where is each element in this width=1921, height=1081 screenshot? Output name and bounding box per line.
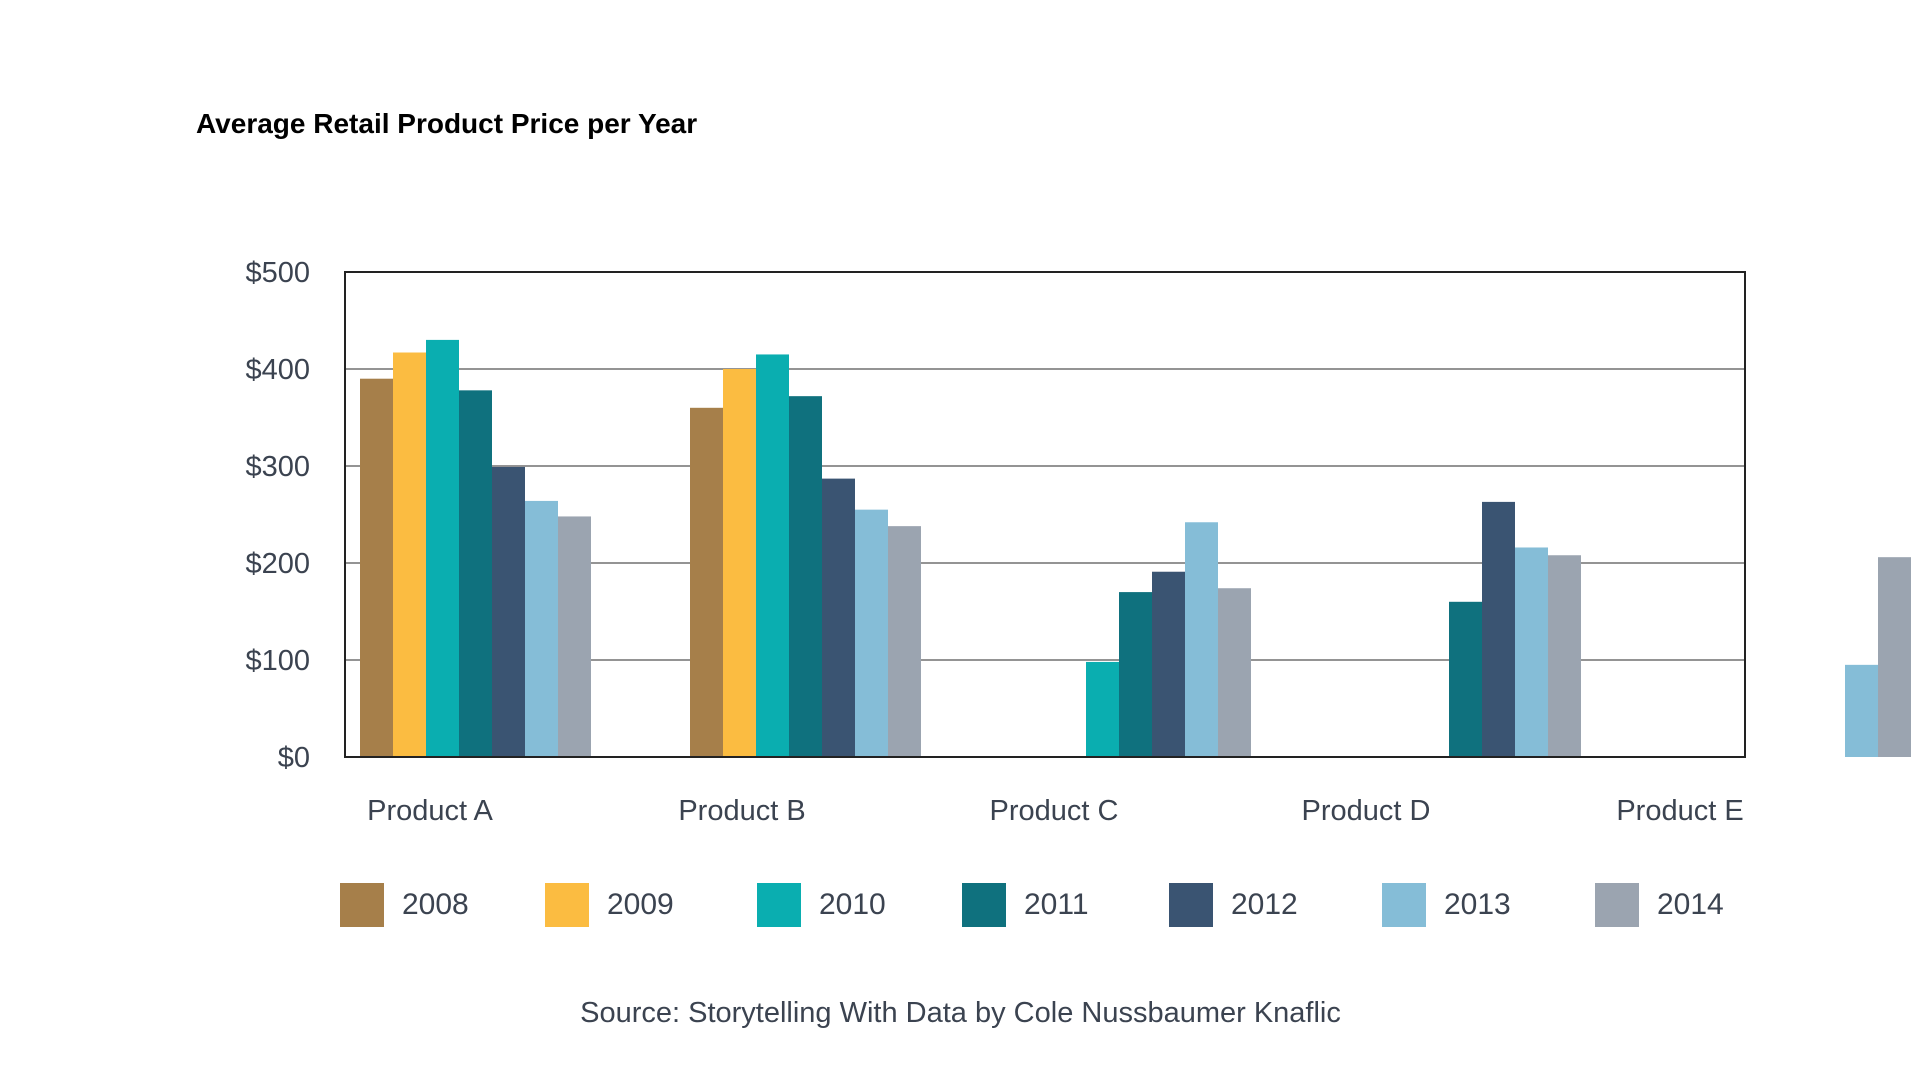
bar-product-a-2014: [558, 516, 591, 757]
bar-product-a-2009: [393, 352, 426, 757]
y-tick-label: $200: [245, 548, 310, 580]
x-category-label: Product C: [990, 795, 1119, 827]
legend-label: 2008: [402, 888, 469, 921]
chart-title: Average Retail Product Price per Year: [196, 108, 698, 139]
y-tick-label: $300: [245, 451, 310, 483]
legend-item-2013: 2013: [1382, 883, 1595, 927]
bar-product-b-2013: [855, 509, 888, 757]
bar-product-e-2013: [1845, 664, 1878, 757]
bar-product-b-2014: [888, 526, 921, 757]
plot-frame: [344, 271, 1746, 758]
bar-product-a-2010: [426, 339, 459, 757]
bar-product-a-2012: [492, 466, 525, 757]
y-tick-label: $100: [245, 645, 310, 677]
legend-label: 2012: [1231, 888, 1298, 921]
bar-product-d-2014: [1548, 555, 1581, 757]
legend-label: 2013: [1444, 888, 1511, 921]
y-tick-label: $0: [278, 742, 310, 774]
legend-item-2012: 2012: [1169, 883, 1382, 927]
bars: [360, 339, 1911, 757]
bar-product-c-2011: [1119, 592, 1152, 757]
legend-swatch: [1382, 883, 1426, 927]
legend-item-2009: 2009: [545, 883, 757, 927]
legend-item-2010: 2010: [757, 883, 962, 927]
legend-swatch: [1595, 883, 1639, 927]
legend-item-2008: 2008: [340, 883, 545, 927]
y-tick-label: $500: [245, 257, 310, 289]
legend-swatch: [962, 883, 1006, 927]
bar-product-d-2013: [1515, 547, 1548, 757]
legend-item-2011: 2011: [962, 883, 1169, 927]
bar-product-b-2012: [822, 478, 855, 757]
bar-product-e-2014: [1878, 557, 1911, 757]
legend-label: 2011: [1024, 888, 1089, 921]
legend: 2008 2009 2010 2011 2012 2013 2014: [340, 883, 1735, 927]
bar-product-d-2011: [1449, 601, 1482, 757]
legend-swatch: [757, 883, 801, 927]
x-axis-categories: Product A Product B Product C Product D Prod…: [367, 795, 1744, 827]
bar-product-b-2010: [756, 354, 789, 757]
bar-product-c-2010: [1086, 661, 1119, 757]
bar-product-a-2013: [525, 500, 558, 757]
bar-product-c-2014: [1218, 588, 1251, 757]
bar-product-b-2008: [690, 407, 723, 757]
bar-product-d-2012: [1482, 501, 1515, 757]
bar-product-c-2013: [1185, 522, 1218, 757]
legend-item-2014: 2014: [1595, 883, 1735, 927]
x-category-label: Product A: [367, 795, 493, 827]
source-note: Source: Storytelling With Data by Cole N…: [580, 997, 1341, 1029]
legend-swatch: [340, 883, 384, 927]
bar-product-c-2012: [1152, 571, 1185, 757]
y-axis-ticks: $0 $100 $200 $300 $400 $500: [245, 257, 310, 774]
bar-product-a-2008: [360, 378, 393, 757]
bar-product-b-2009: [723, 369, 756, 757]
x-category-label: Product D: [1302, 795, 1431, 827]
legend-swatch: [1169, 883, 1213, 927]
x-category-label: Product E: [1616, 795, 1743, 827]
x-category-label: Product B: [678, 795, 805, 827]
legend-label: 2010: [819, 888, 886, 921]
bar-product-a-2011: [459, 390, 492, 757]
bar-product-b-2011: [789, 396, 822, 757]
legend-swatch: [545, 883, 589, 927]
legend-label: 2014: [1657, 888, 1724, 921]
y-tick-label: $400: [245, 354, 310, 386]
legend-label: 2009: [607, 888, 674, 921]
